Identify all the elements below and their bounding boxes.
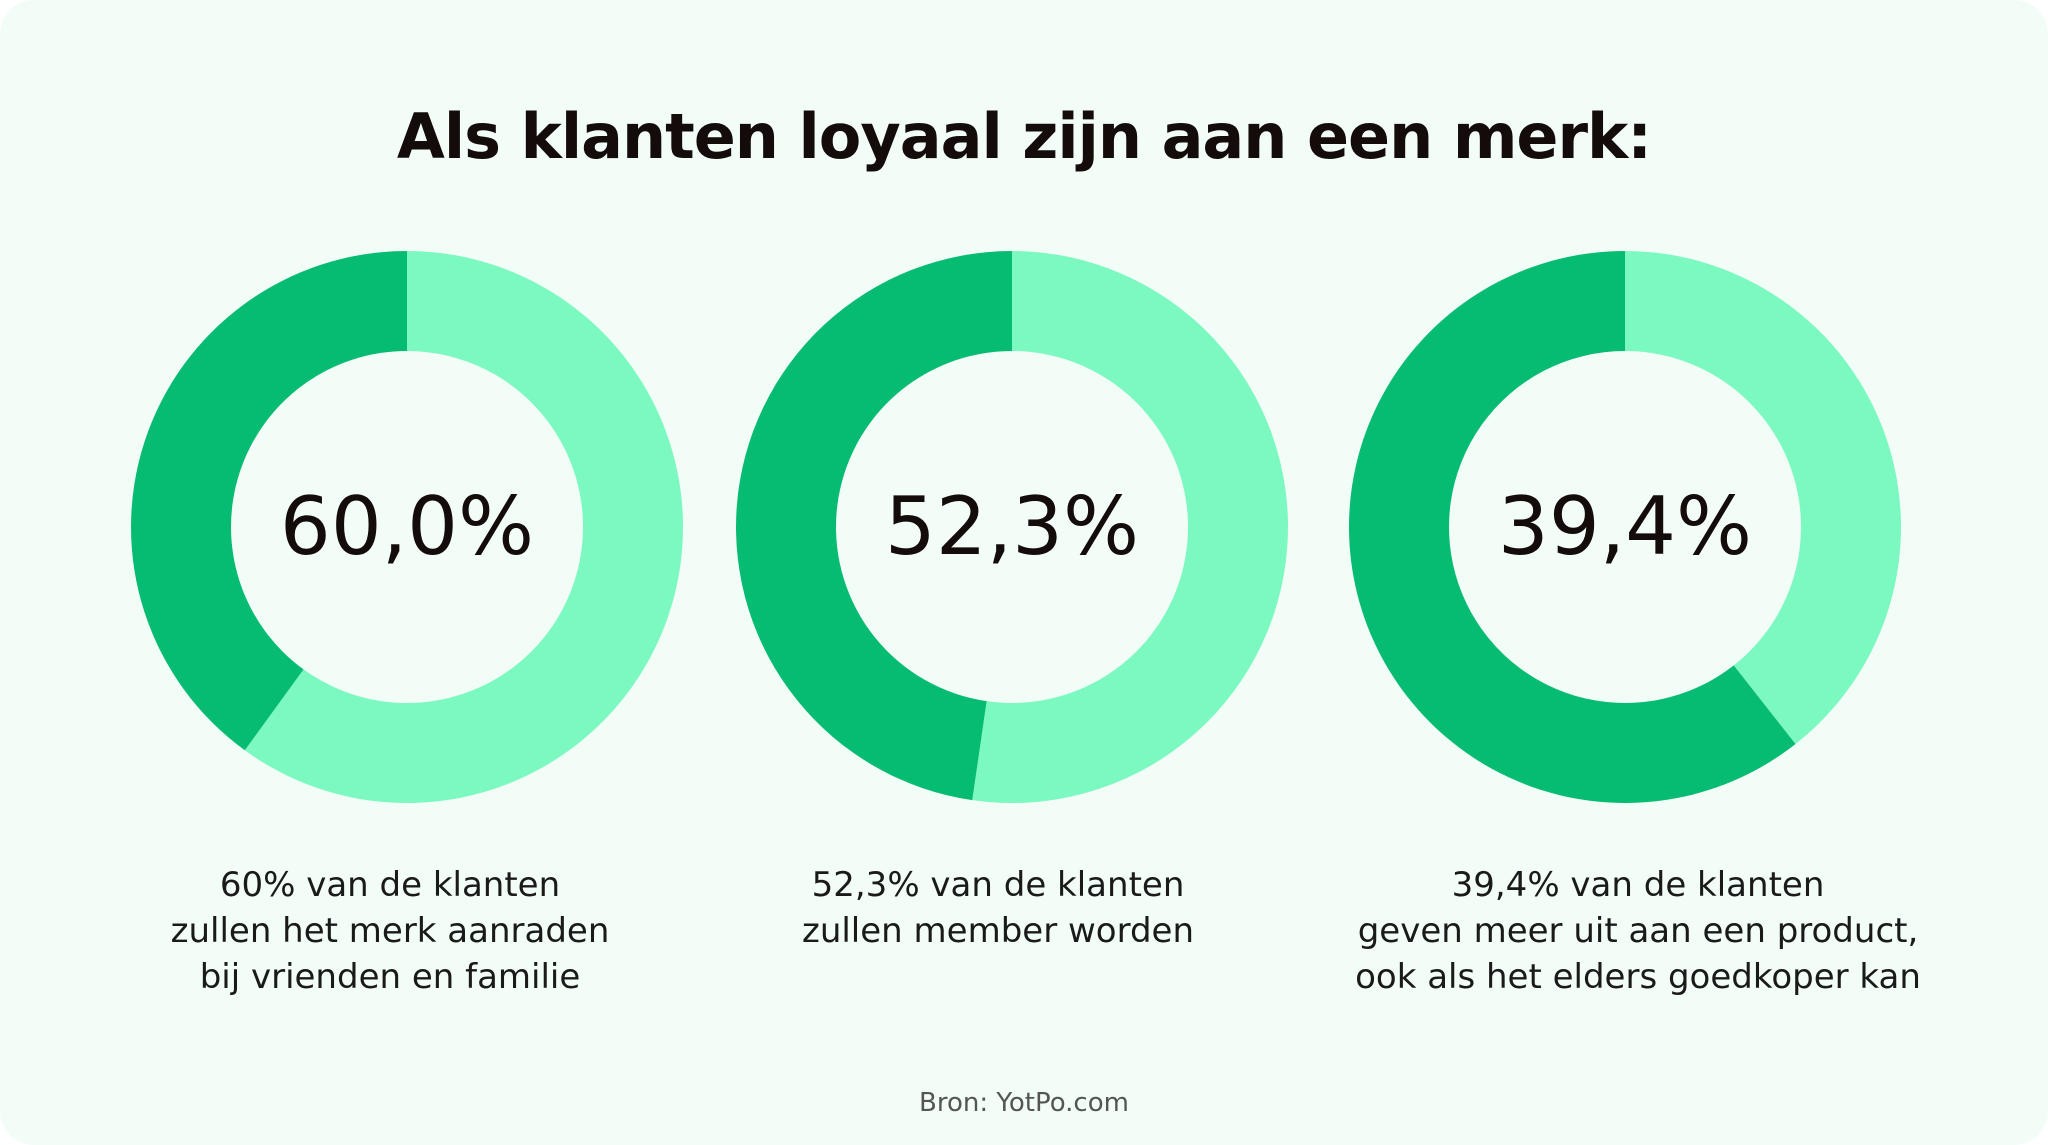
donut-value-label: 60,0% [279, 480, 535, 573]
page-title: Als klanten loyaal zijn aan een merk: [396, 100, 1652, 173]
donut-chart-3: 39,4% [1348, 250, 1902, 804]
donut-slice-share [972, 251, 1289, 803]
donut-svg-2 [736, 251, 1289, 803]
donut-value-label: 39,4% [1497, 480, 1753, 573]
donut-slice-rest [1349, 251, 1796, 803]
donut-svg-3 [1349, 251, 1901, 803]
caption-1: 60% van de klanten zullen het merk aanra… [40, 862, 740, 1000]
donut-chart-2: 52,3% [735, 250, 1289, 804]
source-note: Bron: YotPo.com [919, 1088, 1129, 1118]
donut-slice-rest [736, 251, 1012, 801]
caption-line: ook als het elders goedkoper kan [1355, 957, 1921, 997]
caption-line: zullen member worden [801, 911, 1195, 951]
donut-slice-share [244, 251, 683, 803]
donut-slice-rest [130, 251, 407, 751]
donut-value-label: 52,3% [884, 480, 1140, 573]
caption-line: bij vrienden en familie [199, 957, 581, 997]
caption-line: 60% van de klanten [219, 865, 561, 905]
caption-line: zullen het merk aanraden [170, 911, 610, 951]
caption-line: 39,4% van de klanten [1451, 865, 1825, 905]
caption-line: 52,3% van de klanten [811, 865, 1185, 905]
caption-2: 52,3% van de klanten zullen member worde… [648, 862, 1348, 954]
donut-slice-share [1625, 251, 1901, 745]
donut-svg-1 [130, 251, 683, 803]
caption-3: 39,4% van de klanten geven meer uit aan … [1288, 862, 1988, 1000]
donut-chart-1: 60,0% [130, 250, 684, 804]
caption-line: geven meer uit aan een product, [1357, 911, 1919, 951]
